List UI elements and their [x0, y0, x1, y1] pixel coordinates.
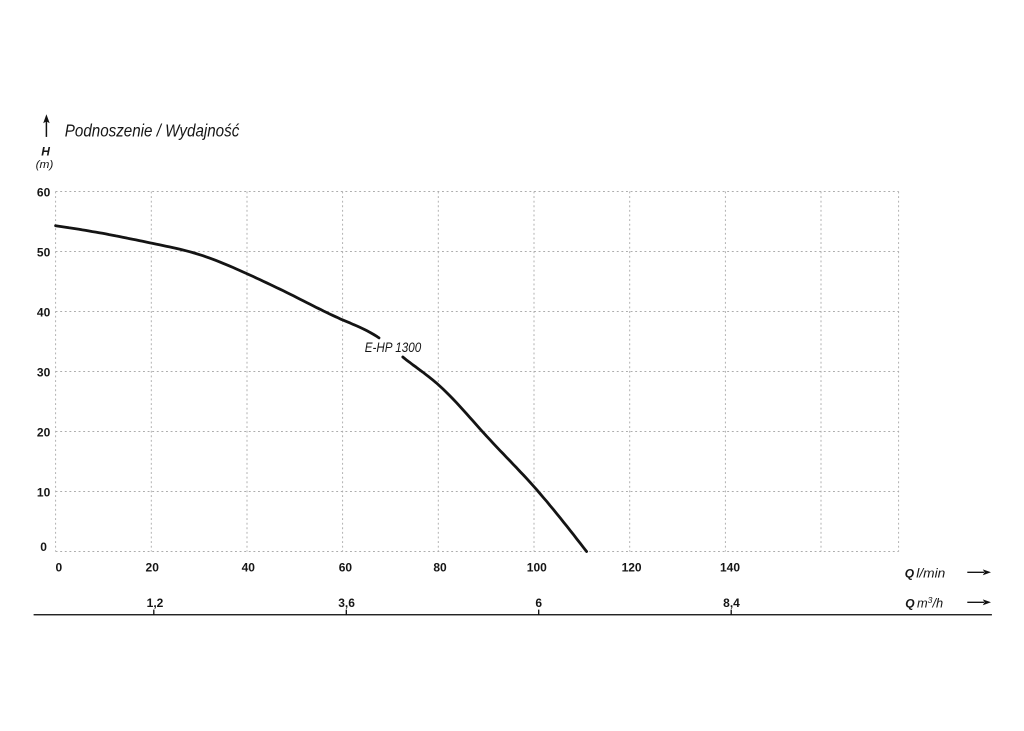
- svg-text:140: 140: [720, 561, 740, 575]
- svg-text:30: 30: [37, 366, 51, 380]
- svg-text:m3/h: m3/h: [917, 595, 943, 611]
- svg-text:Q: Q: [905, 596, 915, 610]
- svg-text:80: 80: [433, 561, 447, 575]
- svg-text:50: 50: [37, 246, 51, 260]
- svg-text:8,4: 8,4: [723, 596, 740, 610]
- svg-text:Podnoszenie / Wydajność: Podnoszenie / Wydajność: [65, 120, 240, 140]
- svg-text:60: 60: [37, 186, 51, 200]
- svg-text:(m): (m): [36, 159, 54, 171]
- svg-text:20: 20: [146, 561, 160, 575]
- svg-text:1,2: 1,2: [147, 596, 164, 610]
- svg-text:Q: Q: [905, 566, 915, 580]
- svg-text:120: 120: [622, 561, 642, 575]
- svg-text:60: 60: [339, 561, 353, 575]
- svg-text:6: 6: [535, 596, 542, 610]
- svg-text:20: 20: [37, 426, 51, 440]
- svg-text:H: H: [41, 145, 50, 159]
- svg-text:0: 0: [55, 561, 62, 575]
- svg-text:40: 40: [242, 561, 256, 575]
- svg-text:E-HP 1300: E-HP 1300: [365, 340, 422, 355]
- svg-text:10: 10: [37, 486, 51, 500]
- svg-text:40: 40: [37, 306, 51, 320]
- svg-text:100: 100: [527, 561, 547, 575]
- svg-text:l/min: l/min: [916, 565, 945, 580]
- svg-text:0: 0: [40, 540, 47, 554]
- svg-text:3,6: 3,6: [338, 596, 355, 610]
